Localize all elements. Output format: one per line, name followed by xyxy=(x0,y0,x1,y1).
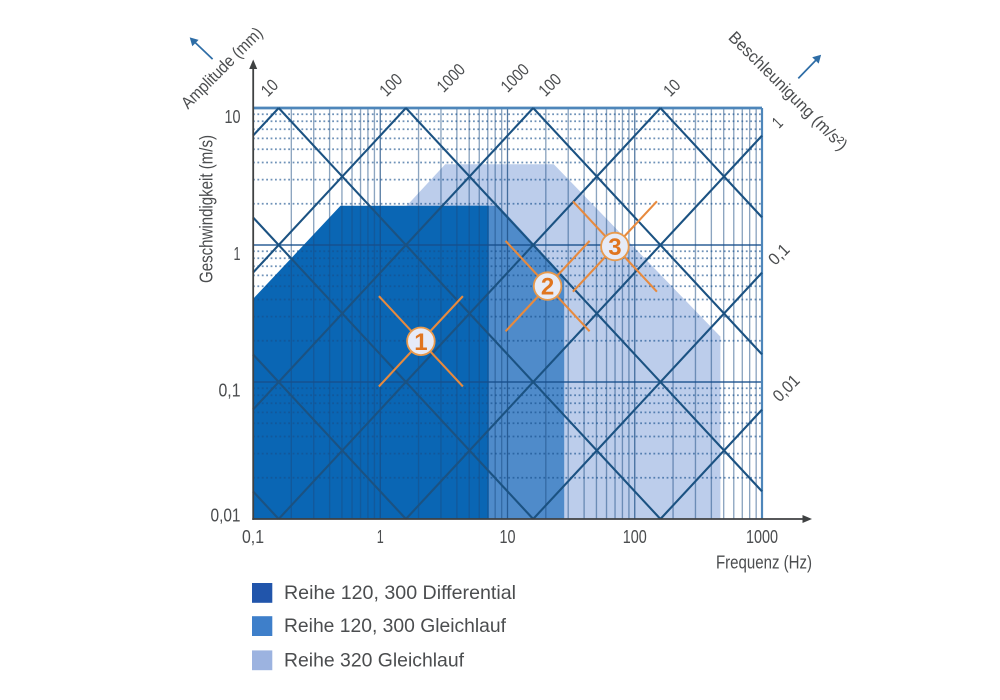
svg-text:Reihe 120, 300 Gleichlauf: Reihe 120, 300 Gleichlauf xyxy=(284,615,507,637)
svg-text:0,01: 0,01 xyxy=(211,505,241,526)
svg-text:Geschwindigkeit (m/s): Geschwindigkeit (m/s) xyxy=(196,135,216,283)
svg-text:0,1: 0,1 xyxy=(242,526,264,547)
svg-text:1: 1 xyxy=(414,329,427,356)
svg-text:1000: 1000 xyxy=(746,526,778,547)
svg-text:Reihe 320 Gleichlauf: Reihe 320 Gleichlauf xyxy=(284,649,465,671)
svg-text:10: 10 xyxy=(225,106,241,127)
svg-text:Frequenz (Hz): Frequenz (Hz) xyxy=(716,552,812,573)
svg-text:3: 3 xyxy=(608,234,621,261)
svg-text:Reihe 120, 300 Differential: Reihe 120, 300 Differential xyxy=(284,582,516,604)
svg-text:0,1: 0,1 xyxy=(219,379,241,400)
svg-text:1: 1 xyxy=(234,243,241,264)
svg-text:2: 2 xyxy=(541,274,554,301)
svg-text:10: 10 xyxy=(500,526,516,547)
svg-text:100: 100 xyxy=(623,526,647,547)
svg-text:1: 1 xyxy=(377,526,384,547)
